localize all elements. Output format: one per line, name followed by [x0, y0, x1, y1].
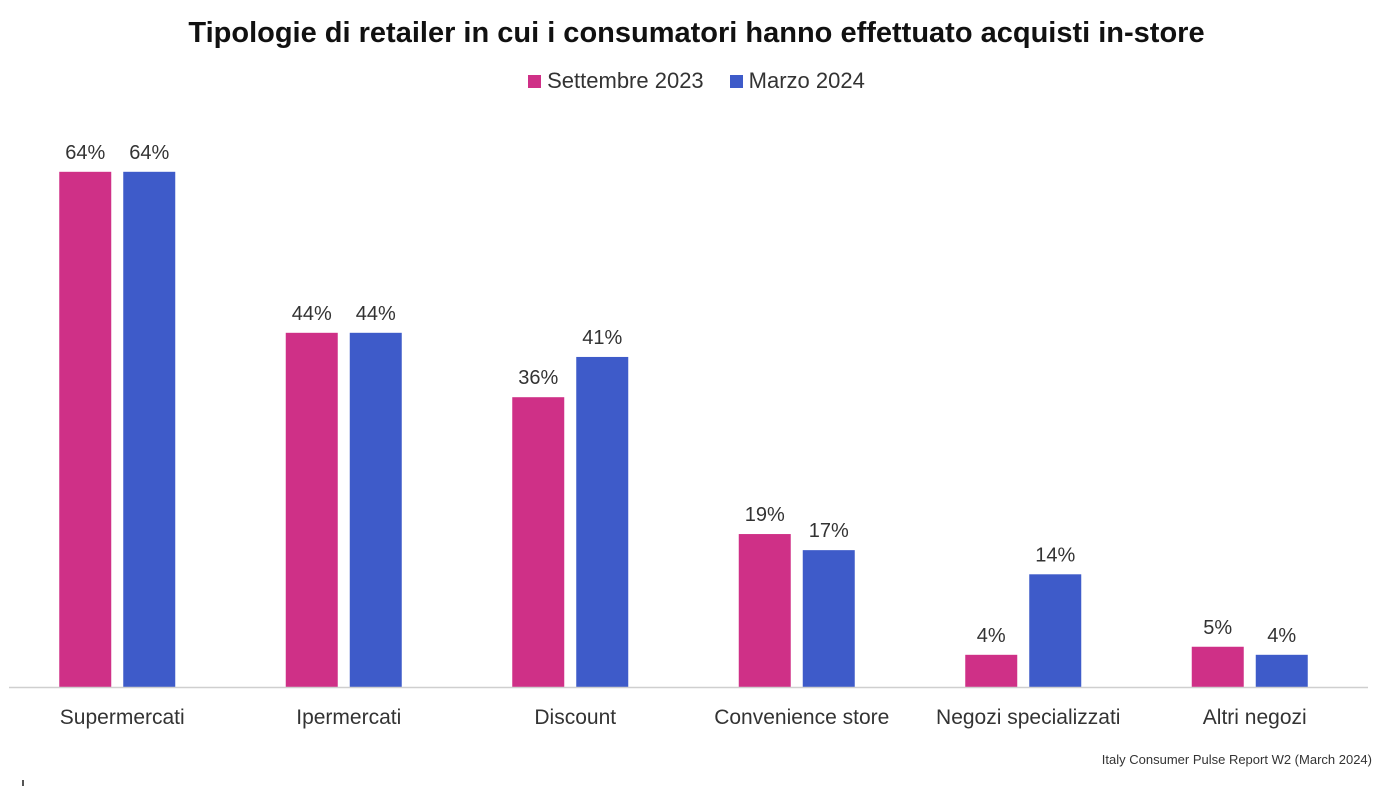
x-tick-label-altri-negozi: Altri negozi	[1203, 706, 1307, 729]
legend-label-marzo-2024: Marzo 2024	[748, 68, 865, 93]
bar-convenience-store-settembre-2023	[738, 534, 791, 687]
source-note: Italy Consumer Pulse Report W2 (March 20…	[1101, 752, 1372, 767]
legend-item-settembre-2023: Settembre 2023	[528, 68, 704, 94]
legend-swatch-marzo-2024	[729, 74, 743, 88]
data-label-discount-settembre-2023: 36%	[518, 367, 558, 389]
data-label-altri-negozi-marzo-2024: 4%	[1267, 625, 1296, 647]
data-label-convenience-store-marzo-2024: 17%	[809, 520, 849, 542]
data-label-supermercati-marzo-2024: 64%	[129, 142, 169, 164]
chart-title: Tipologie di retailer in cui i consumato…	[188, 17, 1205, 49]
bar-negozi-specializzati-settembre-2023	[965, 654, 1018, 687]
bar-supermercati-marzo-2024	[123, 171, 176, 688]
bar-ipermercati-marzo-2024	[349, 332, 402, 687]
data-label-negozi-specializzati-marzo-2024: 14%	[1035, 544, 1075, 566]
legend-item-marzo-2024: Marzo 2024	[729, 68, 865, 94]
bar-negozi-specializzati-marzo-2024	[1029, 574, 1082, 687]
x-tick-label-ipermercati: Ipermercati	[296, 706, 401, 729]
x-tick-label-supermercati: Supermercati	[60, 706, 185, 729]
bar-altri-negozi-marzo-2024	[1255, 654, 1308, 687]
bar-discount-marzo-2024	[576, 356, 629, 687]
legend-swatch-settembre-2023	[528, 74, 542, 88]
legend: Settembre 2023 Marzo 2024	[0, 68, 1393, 94]
data-label-supermercati-settembre-2023: 64%	[65, 142, 105, 164]
bar-ipermercati-settembre-2023	[285, 332, 338, 687]
data-label-ipermercati-marzo-2024: 44%	[356, 303, 396, 325]
bar-discount-settembre-2023	[512, 397, 565, 687]
data-label-discount-marzo-2024: 41%	[582, 327, 622, 349]
corner-mark	[22, 780, 24, 786]
legend-label-settembre-2023: Settembre 2023	[547, 68, 704, 93]
data-label-convenience-store-settembre-2023: 19%	[745, 504, 785, 526]
bar-altri-negozi-settembre-2023	[1191, 646, 1244, 687]
data-label-altri-negozi-settembre-2023: 5%	[1203, 617, 1232, 639]
bar-supermercati-settembre-2023	[59, 171, 112, 688]
bar-convenience-store-marzo-2024	[802, 550, 855, 687]
x-tick-label-negozi-specializzati: Negozi specializzati	[936, 706, 1120, 729]
x-tick-label-discount: Discount	[534, 706, 616, 729]
data-label-negozi-specializzati-settembre-2023: 4%	[977, 625, 1006, 647]
data-label-ipermercati-settembre-2023: 44%	[292, 303, 332, 325]
x-tick-label-convenience-store: Convenience store	[714, 706, 889, 729]
